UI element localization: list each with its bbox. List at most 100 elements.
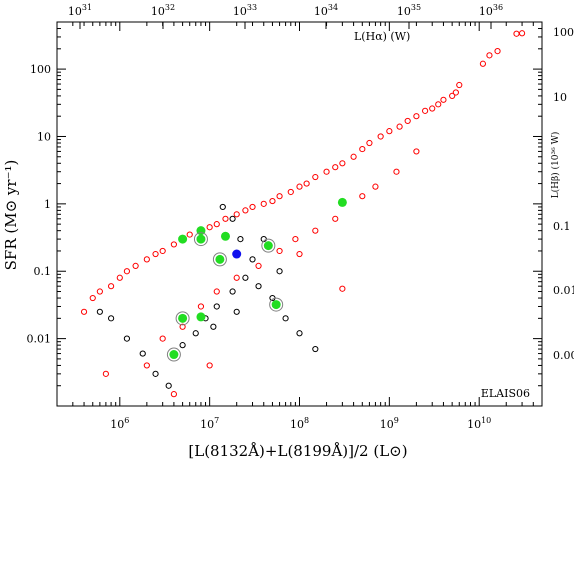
red-point — [143, 362, 150, 369]
red-point — [222, 215, 229, 222]
highlight-point — [263, 241, 273, 251]
black-point — [255, 283, 262, 290]
y-axis-label: SFR (M⊙ yr⁻¹) — [2, 160, 20, 271]
y-tick-label: 1 — [44, 198, 51, 211]
labels-layer: 106 107 108 109 1010 0.01 0.1 1 10 100 1031 1032 103… — [27, 3, 574, 431]
highlight-point — [271, 300, 281, 310]
right-tick-label: 0.01 — [553, 284, 574, 297]
black-point — [192, 330, 199, 337]
red-point — [359, 193, 366, 200]
red-point — [339, 160, 346, 167]
red-point — [159, 335, 166, 342]
red-point — [393, 168, 400, 175]
red-point — [116, 274, 123, 281]
x-tick-label: 109 — [380, 416, 399, 431]
highlight-point — [232, 249, 242, 259]
red-point — [435, 101, 442, 108]
red-point — [102, 370, 109, 377]
red-point — [269, 197, 276, 205]
y-tick-label: 100 — [30, 63, 51, 76]
right-axis-label: L(Hβ) (10³⁶ W) — [550, 132, 561, 199]
right-tick-label: 100 — [553, 26, 574, 39]
top-tick-label: 1035 — [397, 3, 421, 18]
red-point — [89, 294, 96, 302]
red-point — [213, 221, 220, 228]
red-point — [518, 30, 526, 37]
red-point — [96, 288, 103, 295]
red-point — [206, 362, 213, 369]
highlight-point — [196, 234, 206, 244]
x-axis-label: [L(8132Å)+L(8199Å)]/2 (L⊙) — [188, 442, 407, 460]
highlight-point — [178, 234, 188, 244]
highlight-point — [196, 312, 206, 322]
top-tick-label: 1036 — [479, 3, 503, 18]
right-tick-label: 10 — [553, 91, 567, 104]
black-point — [179, 342, 186, 349]
red-point — [276, 247, 283, 255]
highlight-point — [215, 254, 225, 264]
red-point — [213, 288, 220, 295]
highlight-ring — [175, 311, 190, 326]
red-point — [404, 117, 411, 125]
red-point — [377, 133, 384, 140]
red-point — [413, 148, 420, 155]
black-point — [96, 308, 103, 315]
red-point — [339, 285, 346, 292]
x-tick-label: 106 — [110, 416, 129, 431]
highlight-point — [178, 313, 188, 323]
red-point — [413, 113, 420, 120]
red-point — [312, 227, 319, 234]
x-tick-label: 108 — [290, 416, 309, 431]
black-point — [312, 345, 319, 353]
y-tick-label: 10 — [37, 130, 51, 143]
top-tick-label: 1033 — [233, 3, 257, 18]
top-axis-label: L(Hα) (W) — [354, 30, 410, 43]
red-point — [170, 391, 177, 398]
red-point — [233, 274, 240, 281]
red-point — [486, 52, 493, 59]
black-point — [210, 323, 217, 330]
red-point — [332, 215, 339, 222]
right-tick-label: 0.1 — [553, 220, 571, 233]
red-point — [440, 96, 447, 103]
highlight-layer — [166, 197, 347, 362]
top-tick-label: 1031 — [68, 3, 92, 18]
red-point — [456, 81, 463, 89]
red-point — [449, 92, 456, 100]
highlight-ring — [166, 347, 181, 362]
red-point — [386, 128, 393, 135]
red-point — [143, 256, 150, 263]
red-point — [152, 250, 159, 258]
red-point — [170, 241, 177, 248]
red-point — [242, 207, 249, 214]
red-point — [372, 183, 379, 190]
red-point — [479, 60, 487, 67]
red-point — [186, 231, 193, 238]
highlight-point — [337, 197, 347, 207]
ticks-layer — [56, 21, 543, 407]
black-point — [233, 308, 240, 315]
red-point — [107, 283, 115, 290]
red-point — [206, 224, 213, 231]
right-tick-label: 0.00 — [553, 349, 574, 362]
y-tick-label: 0.1 — [34, 265, 52, 278]
black-point — [242, 274, 249, 281]
red-point — [179, 323, 186, 330]
red-point — [123, 268, 131, 275]
black-point — [219, 203, 226, 211]
black-point — [152, 370, 159, 377]
red-point — [276, 193, 283, 200]
top-tick-label: 1032 — [151, 3, 175, 18]
red-point — [80, 308, 88, 315]
top-tick-label: 1034 — [314, 3, 338, 18]
red-point — [422, 107, 429, 114]
black-point — [296, 330, 303, 337]
red-point — [350, 153, 357, 160]
red-point — [249, 203, 256, 211]
black-point — [282, 315, 289, 322]
black-point — [229, 215, 236, 222]
red-point — [452, 89, 459, 96]
red-point — [312, 173, 319, 181]
highlight-ring — [193, 232, 208, 247]
